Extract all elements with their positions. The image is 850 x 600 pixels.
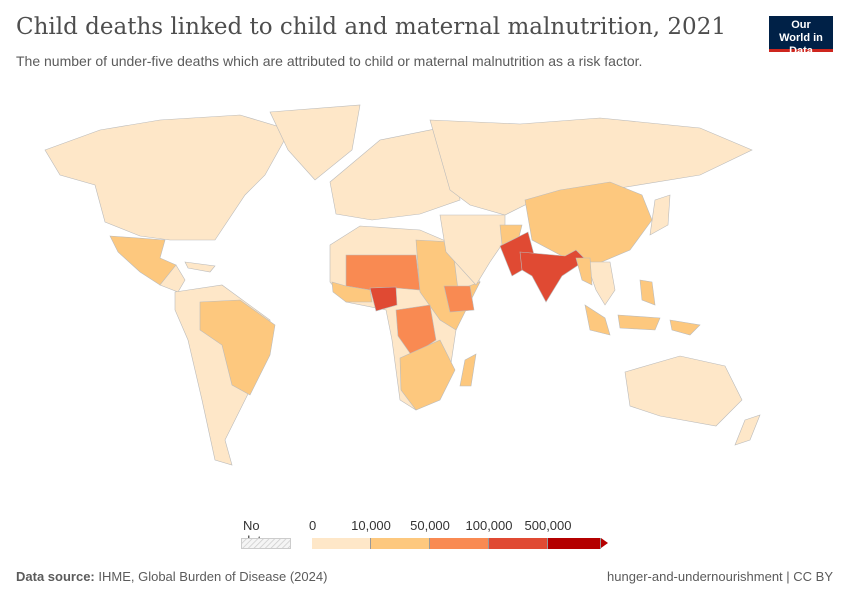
page-subtitle: The number of under-five deaths which ar… (16, 53, 643, 69)
legend-swatch[interactable] (430, 538, 489, 549)
legend-no-data-swatch (241, 538, 291, 549)
country-southern-africa[interactable] (399, 339, 456, 411)
country-europe[interactable] (329, 125, 461, 221)
country-madagascar[interactable] (459, 353, 477, 387)
legend-swatch[interactable] (312, 538, 371, 549)
country-india[interactable] (519, 249, 587, 303)
country-central-america[interactable] (159, 264, 186, 293)
page-title: Child deaths linked to child and materna… (16, 14, 726, 40)
country-myanmar[interactable] (575, 257, 593, 286)
country-nigeria[interactable] (369, 286, 398, 312)
country-brazil[interactable] (199, 299, 276, 396)
country-china[interactable] (524, 181, 653, 267)
legend-tick-label: 0 (309, 518, 317, 533)
country-ethiopia[interactable] (443, 285, 475, 313)
legend-arrow (601, 538, 608, 548)
country-japan-korea[interactable] (649, 194, 671, 236)
country-indonesia[interactable] (584, 304, 701, 336)
footer-link[interactable]: hunger-and-undernourishment | CC BY (607, 569, 833, 584)
country-new-zealand[interactable] (734, 414, 761, 446)
legend-tick-label: 100,000 (465, 518, 513, 533)
legend-tick-label: 10,000 (351, 518, 391, 533)
legend-swatch[interactable] (489, 538, 548, 549)
country-russia-central-asia[interactable] (429, 117, 753, 216)
country-southeast-asia[interactable] (585, 261, 616, 306)
country-greenland[interactable] (269, 104, 361, 181)
country-north-america[interactable] (44, 114, 291, 241)
country-middle-east[interactable] (439, 214, 506, 286)
owid-logo[interactable]: Our World in Data (769, 16, 833, 57)
country-caribbean[interactable] (184, 261, 216, 273)
country-west-africa[interactable] (331, 281, 373, 303)
legend-swatch[interactable] (548, 538, 601, 549)
country-philippines[interactable] (639, 279, 656, 306)
legend-tick-label: 500,000 (524, 518, 572, 533)
legend-swatch[interactable] (371, 538, 430, 549)
country-australia[interactable] (624, 355, 743, 427)
data-source: Data source: IHME, Global Burden of Dise… (16, 569, 328, 584)
legend-tick-label: 50,000 (410, 518, 450, 533)
country-sahel[interactable] (345, 254, 421, 291)
